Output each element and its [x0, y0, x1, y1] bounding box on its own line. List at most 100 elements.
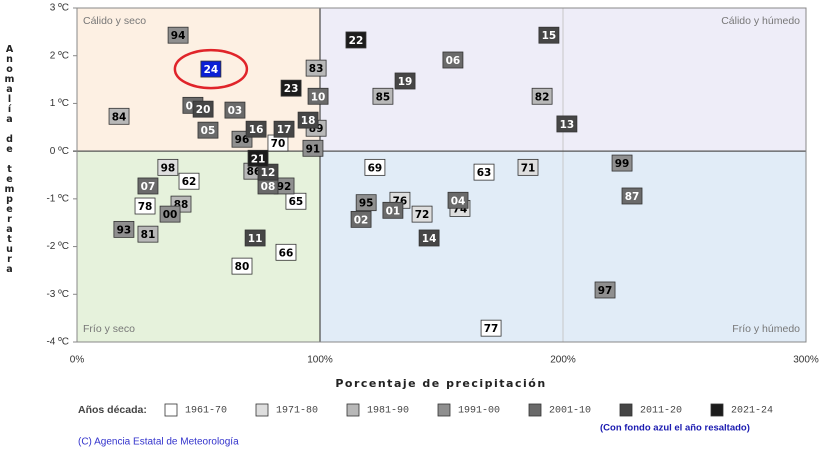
point-label: 72: [415, 209, 430, 221]
x-axis-label: Porcentaje de precipitación: [335, 377, 546, 390]
point: [305, 59, 327, 77]
legend-label: 2011-20: [640, 406, 682, 417]
point-label: 70: [271, 138, 286, 150]
point: [280, 79, 302, 97]
point-label: 65: [289, 196, 304, 208]
point-label: 19: [398, 76, 413, 88]
point-label: 02: [354, 214, 369, 226]
point: [517, 158, 539, 176]
highlight-ring: [173, 48, 249, 90]
point: [382, 201, 404, 219]
point-label: 81: [141, 229, 156, 241]
point: [442, 51, 464, 69]
point-label: 08: [261, 181, 276, 193]
point-label: 01: [386, 205, 401, 217]
point-label: 83: [309, 63, 324, 75]
point-label: 66: [279, 247, 294, 259]
point: [244, 229, 266, 247]
point: [178, 172, 200, 190]
y-tick-label: 3 ºC: [50, 3, 69, 14]
point-label: 03: [228, 105, 243, 117]
point-label: 24: [204, 64, 219, 76]
point: [285, 192, 307, 210]
point: [350, 210, 372, 228]
point: [307, 87, 329, 105]
legend-swatch: [528, 403, 542, 417]
point: [473, 163, 495, 181]
y-tick-label: -1 ºC: [46, 193, 69, 204]
point-label: 93: [117, 224, 132, 236]
quadrant-label: Cálido y húmedo: [721, 15, 800, 27]
point: [355, 194, 377, 212]
point: [275, 243, 297, 261]
point-label: 94: [171, 30, 186, 42]
point-label: 20: [196, 104, 211, 116]
point-label: 12: [261, 167, 276, 179]
legend-swatch: [164, 403, 178, 417]
point-label: 95: [359, 198, 374, 210]
legend-label: 1991-00: [458, 406, 500, 417]
point-label: 96: [235, 134, 250, 146]
point: [231, 257, 253, 275]
legend-label: 1961-70: [185, 406, 227, 417]
point: [224, 101, 246, 119]
point: [273, 120, 295, 138]
y-tick-label: -2 ºC: [46, 241, 69, 252]
point: [108, 107, 130, 125]
y-tick-label: 2 ºC: [50, 50, 69, 61]
legend-swatch: [437, 403, 451, 417]
point: [611, 154, 633, 172]
legend-label: 2021-24: [731, 406, 773, 417]
point: [621, 187, 643, 205]
point: [418, 229, 440, 247]
point: [364, 158, 386, 176]
point-label: 62: [182, 176, 197, 188]
point: [531, 87, 553, 105]
point: [113, 220, 135, 238]
point-label: 78: [138, 201, 153, 213]
x-tick-label: 100%: [307, 355, 333, 366]
point-label: 84: [112, 111, 127, 123]
point: [192, 100, 214, 118]
point-label: 97: [598, 285, 613, 297]
point: [297, 111, 319, 129]
legend-swatch: [346, 403, 360, 417]
plot-frame: [76, 7, 807, 343]
point-label: 77: [484, 323, 499, 335]
legend-swatch: [255, 403, 269, 417]
y-tick-label: -4 ºC: [46, 337, 69, 348]
point: [137, 177, 159, 195]
point: [157, 158, 179, 176]
credit: (C) Agencia Estatal de Meteorología: [78, 437, 239, 448]
y-axis-label: Anomalía de temperatura: [4, 44, 15, 274]
legend-swatch: [619, 403, 633, 417]
point-label: 17: [277, 124, 292, 136]
quadrant-label: Cálido y seco: [83, 15, 146, 27]
point: [480, 319, 502, 337]
x-tick-label: 0%: [70, 355, 85, 366]
quadrant-label: Frío y húmedo: [732, 323, 800, 335]
point: [137, 225, 159, 243]
point-label: 11: [248, 233, 263, 245]
point-label: 92: [277, 181, 292, 193]
point: [245, 120, 267, 138]
point-label: 82: [535, 91, 550, 103]
note: (Con fondo azul el año resaltado): [600, 423, 750, 434]
x-tick-label: 200%: [550, 355, 576, 366]
legend: 1961-70 1971-80 1981-90 1991-00 2001-10 2011-…: [164, 403, 773, 417]
point: [411, 205, 433, 223]
point: [159, 205, 181, 223]
x-tick-label: 300%: [793, 355, 819, 366]
point-label: 86: [247, 166, 262, 178]
legend-swatch: [710, 403, 724, 417]
point-label: 15: [542, 30, 557, 42]
point-label: 91: [306, 143, 321, 155]
point-label: 85: [376, 91, 391, 103]
point: [345, 31, 367, 49]
point: [372, 87, 394, 105]
y-tick-label: 0 ºC: [50, 146, 69, 157]
point-label: 10: [311, 91, 326, 103]
